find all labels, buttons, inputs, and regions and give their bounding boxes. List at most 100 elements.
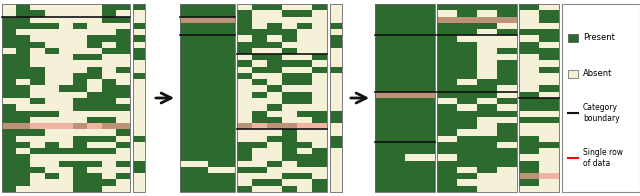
Bar (497, 10, 517, 16)
Bar (180, 54, 207, 60)
Bar (375, 4, 405, 10)
Bar (282, 154, 297, 161)
Bar (133, 79, 145, 85)
Bar (437, 186, 457, 192)
Bar (2, 4, 16, 10)
Bar (282, 79, 297, 85)
Bar (180, 161, 207, 167)
Bar (297, 173, 312, 180)
Bar (312, 16, 327, 23)
Bar (45, 161, 59, 167)
Bar (405, 10, 435, 16)
Bar (2, 23, 16, 29)
Bar (539, 98, 559, 104)
Bar (457, 67, 477, 73)
Bar (539, 23, 559, 29)
Bar (207, 42, 235, 48)
Bar (282, 16, 297, 23)
Bar (59, 29, 73, 35)
Bar (116, 154, 130, 161)
Bar (437, 42, 457, 48)
Bar (267, 42, 282, 48)
Bar (102, 161, 116, 167)
Bar (116, 23, 130, 29)
Bar (116, 16, 130, 23)
Bar (45, 29, 59, 35)
Bar (31, 4, 45, 10)
Bar (297, 10, 312, 16)
Bar (497, 167, 517, 173)
Bar (312, 10, 327, 16)
Bar (252, 180, 267, 186)
Bar (375, 48, 405, 54)
Bar (45, 117, 59, 123)
Bar (282, 85, 297, 92)
Bar (539, 85, 559, 92)
Bar (375, 123, 405, 129)
Bar (207, 154, 235, 161)
Bar (405, 136, 435, 142)
Bar (180, 117, 207, 123)
Bar (180, 35, 207, 42)
Bar (31, 42, 45, 48)
Bar (252, 167, 267, 173)
Text: Absent: Absent (583, 69, 612, 78)
Bar (59, 173, 73, 180)
Bar (539, 60, 559, 67)
Bar (252, 29, 267, 35)
Bar (539, 142, 559, 148)
Bar (87, 16, 102, 23)
Bar (267, 129, 282, 136)
Bar (519, 111, 539, 117)
Bar (539, 161, 559, 167)
Bar (2, 60, 16, 67)
Bar (16, 142, 31, 148)
Bar (102, 173, 116, 180)
Bar (330, 48, 342, 54)
Bar (102, 104, 116, 111)
Bar (102, 54, 116, 60)
Bar (133, 123, 145, 129)
Bar (207, 16, 235, 23)
Bar (31, 85, 45, 92)
Bar (267, 111, 282, 117)
Bar (297, 136, 312, 142)
Bar (207, 73, 235, 79)
Bar (312, 111, 327, 117)
Bar (180, 92, 207, 98)
Bar (102, 167, 116, 173)
Bar (497, 129, 517, 136)
Bar (31, 60, 45, 67)
Bar (207, 98, 235, 104)
Bar (207, 4, 235, 10)
Bar (73, 16, 87, 23)
Bar (312, 167, 327, 173)
Bar (457, 16, 477, 23)
Bar (252, 35, 267, 42)
Bar (539, 48, 559, 54)
Bar (45, 10, 59, 16)
Bar (207, 85, 235, 92)
Bar (330, 35, 342, 42)
Bar (497, 117, 517, 123)
Bar (59, 123, 73, 129)
Bar (330, 117, 342, 123)
Bar (73, 67, 87, 73)
Bar (2, 79, 16, 85)
Bar (297, 123, 312, 129)
Bar (519, 148, 539, 154)
Bar (497, 136, 517, 142)
Bar (31, 23, 45, 29)
Bar (330, 167, 342, 173)
Bar (375, 148, 405, 154)
Bar (16, 123, 31, 129)
Bar (59, 148, 73, 154)
Bar (180, 142, 207, 148)
Bar (437, 16, 457, 23)
Bar (180, 173, 207, 180)
Bar (519, 60, 539, 67)
Bar (437, 111, 457, 117)
Bar (180, 148, 207, 154)
Bar (312, 4, 327, 10)
Bar (437, 180, 457, 186)
